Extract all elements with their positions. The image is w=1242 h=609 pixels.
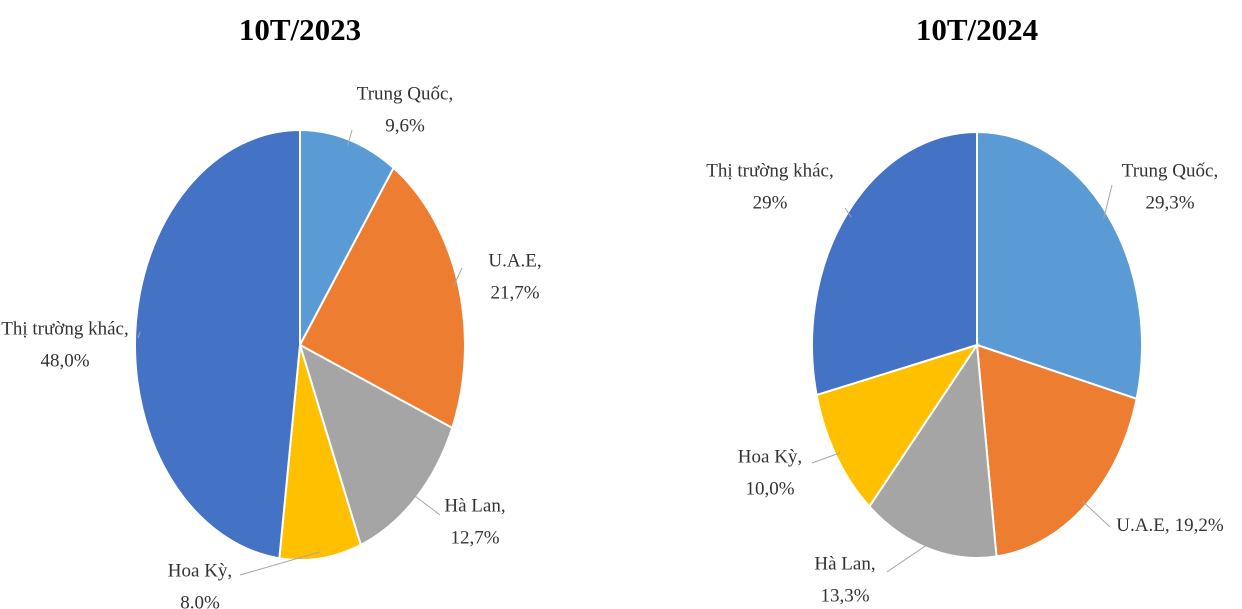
label-category: Trung Quốc, — [357, 83, 453, 104]
label-value: 48,0% — [40, 350, 89, 371]
label-value: 29,3% — [1145, 192, 1194, 213]
leader-line — [137, 331, 141, 339]
data-label: U.A.E, 19,2% — [1116, 515, 1224, 536]
pie-slice — [134, 128, 301, 560]
label-value: 8.0% — [180, 592, 220, 609]
label-value: 9,6% — [385, 115, 425, 136]
label-category: Hà Lan, — [814, 553, 875, 574]
leader-line — [411, 493, 441, 516]
label-value: 13,3% — [820, 585, 869, 606]
label-category: Thị trường khác, — [706, 160, 833, 181]
leader-line — [886, 542, 931, 573]
leader-line — [347, 129, 353, 146]
label-value: 21,7% — [490, 282, 539, 303]
label-category: U.A.E, — [488, 250, 541, 271]
label-category: Thị trường khác, — [1, 318, 128, 339]
pie-slice — [278, 344, 362, 561]
label-category: Trung Quốc, — [1122, 160, 1218, 181]
leader-line — [1103, 184, 1113, 219]
leader-line — [811, 452, 841, 464]
chart-title: 10T/2024 — [916, 12, 1038, 47]
pie-slice — [298, 166, 466, 430]
pie-slice — [815, 343, 980, 509]
chart-title: 10T/2023 — [239, 12, 361, 47]
pie-slice — [975, 343, 1138, 558]
label-category: Hoa Kỳ, — [168, 560, 232, 581]
label-value: 29% — [753, 192, 788, 213]
leader-line — [1081, 500, 1111, 528]
pie-slice — [976, 130, 1143, 401]
leader-line — [453, 267, 463, 287]
label-category: U.A.E, — [1116, 515, 1169, 536]
label-value: 10,0% — [745, 478, 794, 499]
label-value: 12,7% — [450, 527, 499, 548]
leader-line — [239, 551, 321, 576]
label-category: Hoa Kỳ, — [738, 446, 802, 467]
leader-line — [844, 207, 852, 218]
pie-slice — [868, 342, 998, 559]
pie-slice — [811, 130, 978, 397]
label-value: 19,2% — [1175, 515, 1224, 536]
label-category: Hà Lan, — [444, 495, 505, 516]
